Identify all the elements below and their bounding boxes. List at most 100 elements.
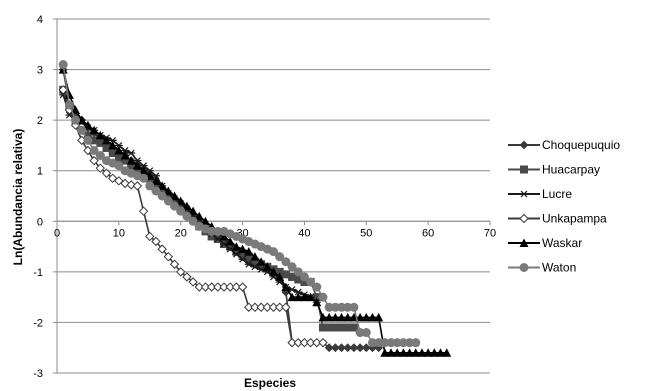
legend: Choquepuquio Huacarpay Lucre Unkapampa Waska… (508, 138, 620, 275)
legend-label: Lucre (542, 187, 572, 201)
data-point (380, 338, 390, 348)
x-axis-title: Especies (244, 376, 296, 390)
legend-item: Waskar (508, 236, 582, 250)
legend-item: Unkapampa (508, 212, 607, 226)
data-point (312, 337, 322, 348)
data-point (138, 206, 149, 216)
data-point (349, 323, 358, 332)
data-point (64, 100, 74, 110)
y-tick-label: 1 (37, 166, 43, 178)
data-point (287, 292, 297, 302)
data-point (83, 120, 93, 130)
legend-item: Choquepuquio (508, 138, 620, 152)
x-tick-label: 40 (298, 227, 310, 239)
data-point (386, 348, 396, 357)
data-point (318, 312, 328, 322)
data-point (392, 338, 402, 348)
data-point (145, 231, 155, 242)
data-point (83, 131, 92, 140)
x-tick-label: 70 (484, 227, 496, 239)
data-point (374, 312, 384, 322)
data-point (58, 85, 68, 95)
legend-swatch-marker (519, 213, 529, 224)
data-point (250, 257, 259, 266)
data-point (250, 302, 260, 312)
data-point (337, 302, 347, 312)
legend-swatch-marker (519, 263, 529, 272)
data-point (77, 125, 87, 135)
data-point (367, 338, 377, 348)
data-point (312, 297, 322, 307)
data-point (330, 312, 340, 322)
data-point (207, 226, 217, 236)
data-point (213, 226, 223, 236)
data-point (380, 348, 390, 357)
data-point (207, 232, 216, 241)
data-point (114, 161, 124, 171)
data-point (157, 191, 167, 201)
data-point (151, 236, 161, 247)
data-point (188, 216, 198, 226)
data-point (114, 142, 123, 149)
data-point (324, 312, 334, 322)
data-point (108, 149, 117, 158)
data-point (306, 277, 316, 287)
y-axis-ticks: 4 3 2 1 0 -1 -2 -3 (33, 14, 57, 380)
data-point (349, 302, 359, 312)
y-tick-label: -1 (33, 267, 43, 279)
data-point (132, 181, 143, 191)
data-point (275, 267, 284, 276)
data-point (324, 302, 334, 312)
data-point (89, 155, 99, 166)
series-line (62, 64, 416, 344)
data-point (108, 140, 118, 150)
data-point (361, 312, 371, 322)
data-point (244, 247, 254, 256)
data-point (95, 151, 105, 161)
data-point (139, 162, 148, 170)
data-point (442, 348, 452, 357)
data-point (281, 302, 291, 312)
y-tick-label: -3 (33, 368, 43, 380)
x-axis-ticks: 0 10 20 30 40 50 60 70 (54, 221, 496, 239)
data-point (367, 312, 377, 322)
data-point (269, 267, 278, 276)
series-group (58, 60, 452, 357)
data-point (163, 196, 173, 206)
y-tick-label: 3 (37, 65, 43, 77)
data-point (89, 125, 99, 135)
data-point (275, 272, 285, 281)
y-tick-label: 4 (37, 14, 43, 26)
data-point (349, 343, 359, 353)
data-point (169, 259, 180, 269)
data-point (343, 323, 352, 332)
data-point (219, 231, 229, 241)
data-point (361, 343, 371, 353)
data-point (132, 161, 142, 170)
data-point (281, 282, 291, 292)
data-point (71, 105, 81, 115)
data-point (318, 337, 328, 348)
data-point (281, 257, 291, 267)
data-point (244, 302, 254, 312)
data-point (127, 161, 136, 170)
data-point (231, 242, 241, 251)
legend-item: Waton (508, 261, 576, 275)
data-point (405, 338, 415, 348)
legend-label: Huacarpay (542, 163, 600, 177)
data-point (411, 338, 421, 348)
x-tick-label: 20 (175, 227, 187, 239)
data-point (318, 323, 327, 332)
data-point (411, 348, 421, 357)
data-point (176, 196, 186, 206)
y-tick-label: 0 (37, 216, 43, 228)
legend-swatch-marker (519, 238, 529, 247)
data-point (163, 251, 174, 262)
series-waton (58, 60, 421, 348)
data-point (312, 282, 322, 292)
data-point (330, 302, 340, 312)
data-point (163, 186, 173, 195)
data-point (343, 312, 353, 322)
data-point (300, 277, 309, 286)
data-point (188, 277, 198, 287)
